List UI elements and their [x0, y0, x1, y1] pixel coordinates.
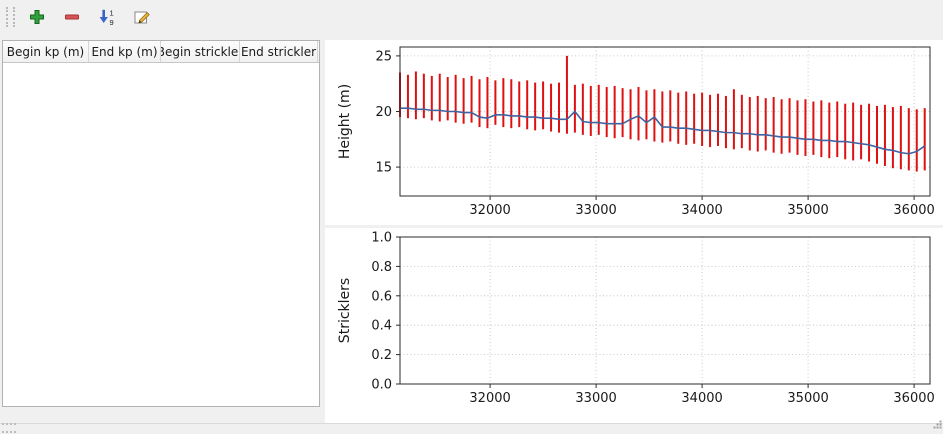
toolbar-grip[interactable] — [6, 7, 15, 27]
sort-numeric-button[interactable]: 1 9 — [92, 3, 122, 31]
svg-text:20: 20 — [375, 105, 392, 120]
column-header-label: End kp (m) — [91, 44, 158, 59]
status-bar — [0, 420, 943, 434]
statusbar-grip — [2, 423, 16, 433]
svg-text:32000: 32000 — [469, 391, 510, 406]
svg-text:15: 15 — [375, 161, 392, 176]
resize-grip-icon[interactable] — [933, 414, 942, 433]
stricklers-chart: 32000 33000 34000 35000 36000 0.0 0.2 0.4 0.6 0.8… — [325, 228, 943, 424]
sort-digit-9: 9 — [109, 18, 113, 27]
add-row-button[interactable] — [22, 3, 52, 31]
svg-text:34000: 34000 — [681, 203, 722, 218]
sort-digit-1: 1 — [109, 8, 113, 17]
minus-icon — [63, 8, 81, 26]
stricklers-chart-canvas: 32000 33000 34000 35000 36000 0.0 0.2 0.4 0.6 0.8… — [325, 228, 943, 424]
height-chart: 32000 33000 34000 35000 36000 15 20 25 Height (m… — [325, 40, 943, 225]
svg-text:36000: 36000 — [893, 391, 934, 406]
plus-icon — [28, 8, 46, 26]
svg-text:32000: 32000 — [469, 203, 510, 218]
strickler-zones-table: Begin kp (m) End kp (m) Begin strickler … — [2, 40, 320, 407]
svg-text:0.0: 0.0 — [371, 378, 392, 393]
main-area: Begin kp (m) End kp (m) Begin strickler … — [2, 40, 943, 424]
svg-text:0.4: 0.4 — [371, 319, 392, 334]
column-header-begin-strickler[interactable]: Begin strickler — [161, 41, 240, 62]
column-header-end-strickler[interactable]: End strickler — [240, 41, 318, 62]
svg-text:Height (m): Height (m) — [337, 84, 353, 159]
svg-text:0.2: 0.2 — [371, 348, 392, 363]
svg-text:0.6: 0.6 — [371, 289, 392, 304]
charts-panel: 32000 33000 34000 35000 36000 15 20 25 Height (m… — [325, 40, 943, 424]
svg-text:33000: 33000 — [575, 203, 616, 218]
table-header-row: Begin kp (m) End kp (m) Begin strickler … — [3, 41, 319, 63]
edit-table-button[interactable] — [127, 3, 157, 31]
height-chart-canvas: 32000 33000 34000 35000 36000 15 20 25 Height (m… — [325, 40, 943, 225]
svg-text:33000: 33000 — [575, 391, 616, 406]
column-header-filler — [318, 41, 319, 62]
svg-text:0.8: 0.8 — [371, 260, 392, 275]
edit-icon — [133, 8, 152, 27]
svg-text:35000: 35000 — [787, 391, 828, 406]
svg-text:1.0: 1.0 — [371, 231, 392, 246]
table-body-empty[interactable] — [3, 63, 319, 406]
column-header-label: Begin kp (m) — [6, 44, 85, 59]
column-header-label: End strickler — [240, 44, 317, 59]
svg-text:Stricklers: Stricklers — [337, 278, 353, 343]
sort-numeric-icon: 1 9 — [98, 8, 117, 27]
svg-text:36000: 36000 — [893, 203, 934, 218]
toolbar: 1 9 — [0, 0, 943, 34]
svg-text:25: 25 — [375, 49, 392, 64]
column-header-end-kp[interactable]: End kp (m) — [89, 41, 161, 62]
column-header-begin-kp[interactable]: Begin kp (m) — [3, 41, 89, 62]
remove-row-button[interactable] — [57, 3, 87, 31]
column-header-label: Begin strickler — [161, 44, 240, 59]
svg-text:35000: 35000 — [787, 203, 828, 218]
svg-text:34000: 34000 — [681, 391, 722, 406]
